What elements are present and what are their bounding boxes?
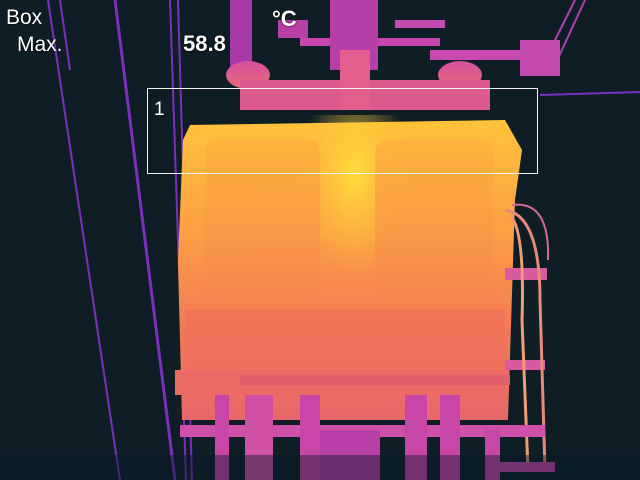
transformer-body: [175, 115, 522, 420]
max-temperature-value: 58.8: [183, 31, 226, 56]
base-frame: [180, 375, 555, 480]
ground-shadow: [0, 455, 640, 480]
measurement-tool-label: Box: [6, 6, 43, 29]
side-hardware: [504, 203, 550, 471]
power-lines: [47, 0, 640, 480]
measurement-box-roi[interactable]: 1: [147, 88, 538, 174]
bushings: [226, 0, 560, 110]
measurement-stat-label: Max.: [17, 33, 63, 56]
roi-label: 1: [154, 99, 165, 120]
temperature-unit: °C: [272, 6, 297, 31]
